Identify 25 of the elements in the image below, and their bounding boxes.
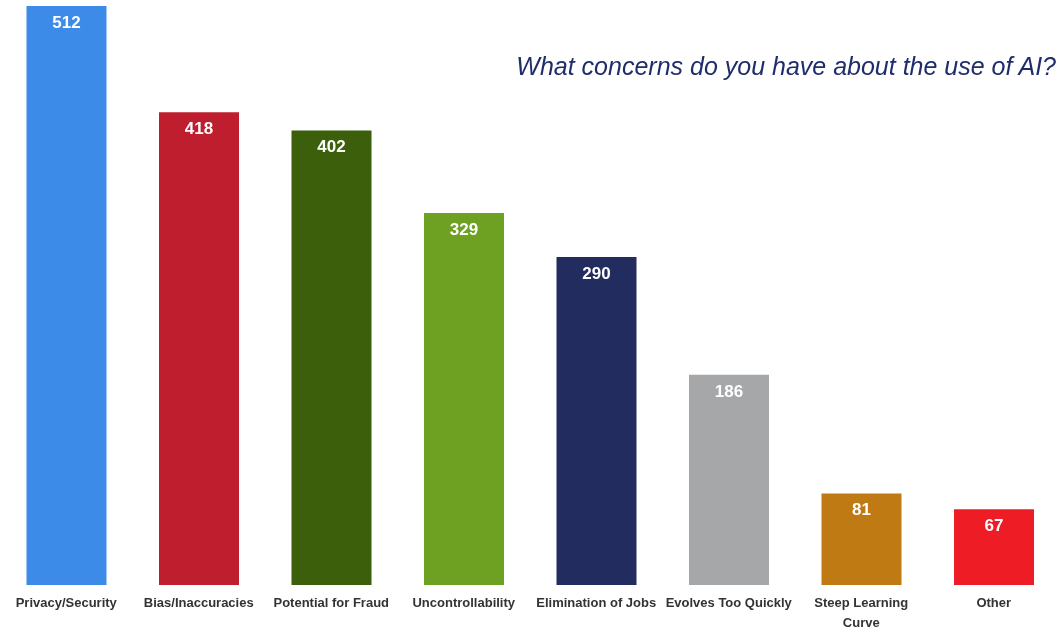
- data-label: 67: [984, 516, 1004, 536]
- bar: [821, 493, 902, 585]
- x-tick-label: Bias/Inaccuracies: [143, 595, 254, 610]
- data-label: 418: [184, 119, 214, 139]
- bar: [954, 509, 1034, 585]
- x-tick-label: Uncontrollability: [412, 595, 516, 610]
- bar: [291, 130, 372, 585]
- x-tick-label: Elimination of Jobs: [536, 595, 657, 610]
- x-tick-label: Evolves Too Quickly: [665, 595, 793, 610]
- data-label: 290: [582, 264, 611, 284]
- bar: [159, 112, 239, 585]
- data-label: 512: [52, 13, 81, 33]
- data-label: 329: [449, 220, 479, 240]
- x-tick-label: Potential for Fraud: [273, 595, 390, 610]
- bar: [26, 6, 107, 585]
- x-tick-label: Privacy/Security: [15, 595, 118, 610]
- data-label: 186: [714, 381, 744, 401]
- bar: [556, 257, 637, 585]
- data-label: 81: [852, 500, 871, 520]
- text: What concerns do you have about the use of AI?: [516, 52, 1056, 81]
- x-tick-label: Steep Learning Curve: [814, 595, 909, 630]
- data-label: 402: [317, 137, 346, 157]
- x-tick-label: Other: [976, 595, 1012, 610]
- bar: [424, 212, 504, 585]
- bar: [689, 374, 769, 585]
